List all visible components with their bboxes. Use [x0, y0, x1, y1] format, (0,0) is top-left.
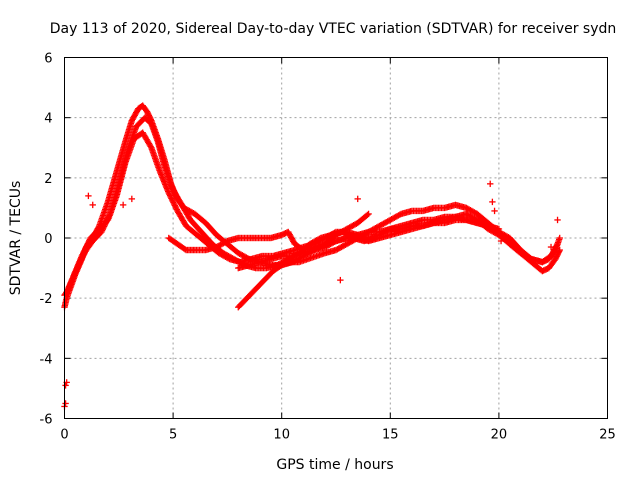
y-tick-label: 2: [44, 172, 52, 187]
outlier-point: [497, 237, 505, 245]
y-tick-label: 4: [44, 112, 52, 127]
outlier-point: [128, 195, 136, 203]
data-point: [495, 225, 503, 233]
outlier-point: [62, 400, 69, 407]
x-tick-label: 5: [169, 428, 177, 443]
grid-lines: [64, 57, 608, 419]
y-tick-label: -4: [40, 352, 53, 367]
y-tick-label: -6: [40, 413, 53, 428]
x-axis-label: GPS time / hours: [276, 457, 393, 473]
y-tick-label: -2: [40, 292, 53, 307]
x-tick-label: 10: [273, 428, 290, 443]
tick-labels: 0 5 10 15 20 25 -6 -4 -2 0 2 4 6: [40, 52, 616, 443]
data-point: [331, 229, 338, 236]
y-tick-label: 6: [44, 52, 52, 67]
data-point: [556, 246, 563, 254]
outlier-point: [489, 198, 496, 206]
outlier-point: [62, 382, 69, 389]
outlier-point: [547, 243, 555, 251]
outlier-point: [354, 195, 361, 203]
chart-title: Day 113 of 2020, Sidereal Day-to-day VTE…: [50, 21, 617, 37]
outlier-point: [491, 207, 498, 215]
x-tick-label: 20: [491, 428, 508, 443]
plot-frame: [64, 57, 608, 419]
outlier-point: [554, 216, 561, 224]
outlier-point: [85, 192, 92, 200]
x-tick-label: 25: [599, 428, 616, 443]
outlier-point: [89, 201, 96, 209]
data-point: [556, 234, 563, 242]
outlier-point: [487, 180, 494, 188]
data-point: [364, 211, 371, 219]
outlier-point: [119, 201, 127, 209]
data-point: [147, 143, 154, 150]
data-points: [61, 102, 563, 410]
data-point: [365, 210, 372, 218]
y-axis-label: SDTVAR / TECUs: [8, 181, 24, 296]
y-tick-label: 0: [44, 232, 52, 247]
x-tick-label: 15: [382, 428, 399, 443]
outlier-point: [337, 276, 344, 284]
x-tick-label: 0: [60, 428, 68, 443]
